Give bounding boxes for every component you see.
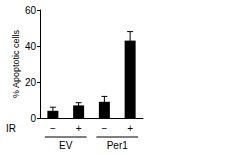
svg-text:−: − (101, 123, 107, 134)
svg-text:60: 60 (25, 5, 37, 16)
svg-text:20: 20 (25, 77, 37, 88)
svg-text:40: 40 (25, 41, 37, 52)
svg-text:+: + (76, 123, 82, 134)
svg-text:0: 0 (30, 113, 36, 124)
svg-text:+: + (127, 123, 133, 134)
svg-text:IR: IR (6, 123, 16, 134)
svg-text:Per1: Per1 (107, 140, 129, 151)
svg-text:% Apoptotic cells: % Apoptotic cells (11, 29, 21, 98)
svg-text:−: − (50, 123, 56, 134)
svg-text:EV: EV (59, 140, 73, 151)
